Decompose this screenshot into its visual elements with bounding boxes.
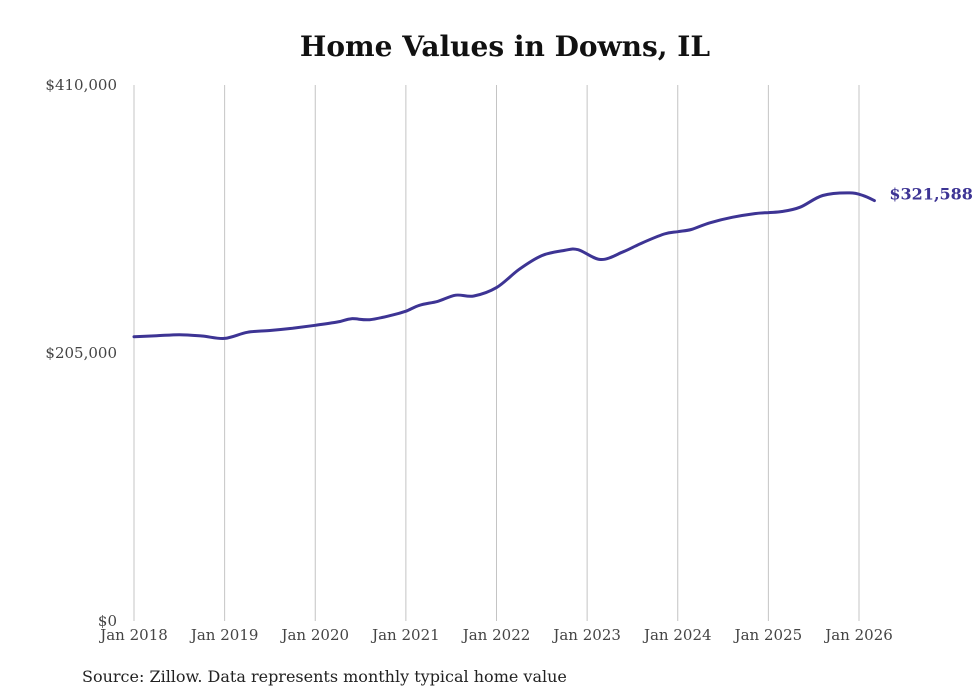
gridlines <box>133 85 860 621</box>
x-tick-label: Jan 2019 <box>189 626 259 644</box>
series-layer: $321,588 <box>132 185 973 340</box>
x-tick-label: Jan 2020 <box>279 626 349 644</box>
x-tick-label: Jan 2023 <box>551 626 621 644</box>
x-tick-label: Jan 2024 <box>642 626 712 644</box>
x-tick-label: Jan 2022 <box>461 626 531 644</box>
x-tick-label: Jan 2021 <box>370 626 440 644</box>
chart-title: Home Values in Downs, IL <box>299 30 711 63</box>
end-value-label: $321,588 <box>889 185 973 204</box>
y-tick-label: $410,000 <box>45 76 117 94</box>
source-note: Source: Zillow. Data represents monthly … <box>82 667 567 686</box>
x-tick-label: Jan 2026 <box>823 626 893 644</box>
y-tick-label: $205,000 <box>45 344 117 362</box>
series-line <box>132 191 876 340</box>
axis-labels: Jan 2018 Jan 2019 Jan 2020 Jan 2021 Jan 2022… <box>45 76 892 644</box>
y-tick-label: $0 <box>98 612 117 630</box>
x-tick-label: Jan 2025 <box>733 626 803 644</box>
x-tick-label: Jan 2018 <box>98 626 168 644</box>
